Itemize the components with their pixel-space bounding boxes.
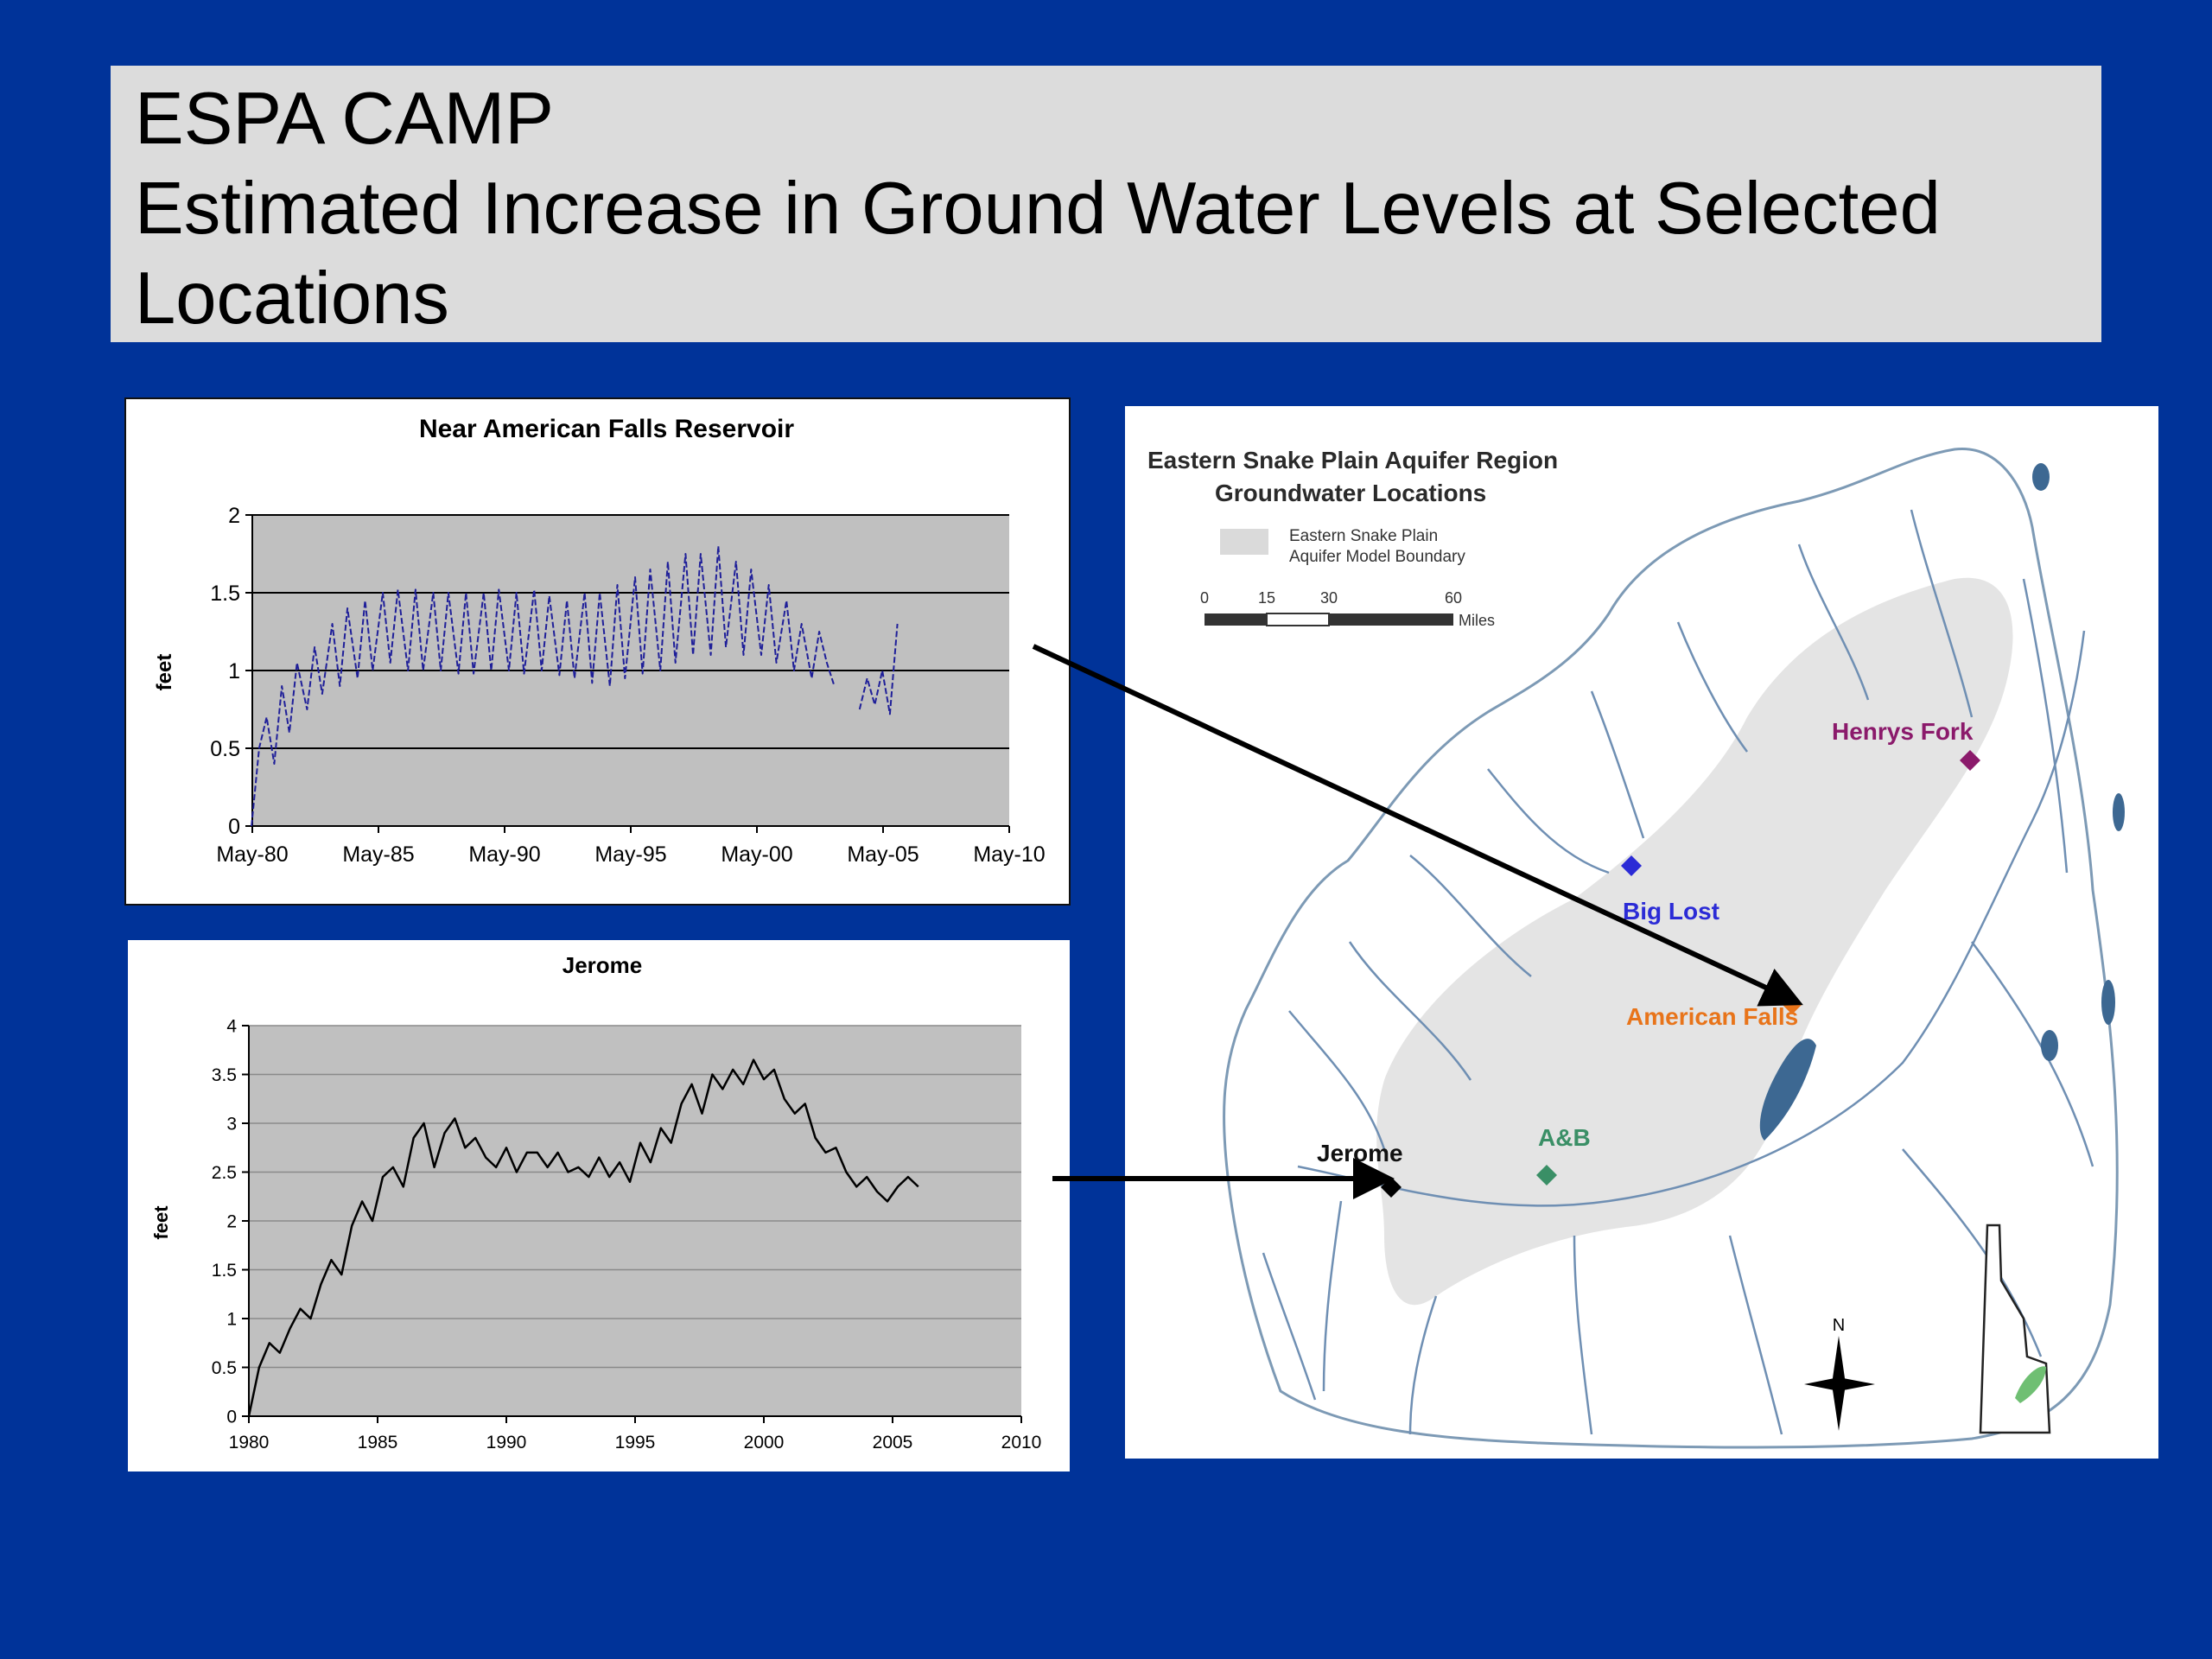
y-tick-label: 1 [226, 1309, 237, 1329]
y-tick-label: 2 [228, 504, 240, 528]
x-tick-label: 1995 [615, 1433, 656, 1452]
location-henrys-fork: Henrys Fork [1832, 718, 1980, 771]
rivers [1262, 509, 2094, 1435]
series-line [247, 1058, 919, 1417]
x-tick-label: May-80 [216, 842, 288, 867]
location-big-lost: Big Lost [1621, 855, 1719, 925]
jerome-chart: Jerome feet 0 0.5 1 1.5 2 2.5 3 3.5 4 1980 1985 199… [150, 952, 1042, 1452]
scale-tick-60: 60 [1445, 589, 1462, 607]
north-arrow-icon: N [1804, 1316, 1875, 1431]
aquifer-map: Eastern Snake Plain Aquifer Region Groun… [1147, 447, 2125, 1449]
x-tick-label: 1990 [486, 1433, 527, 1452]
american-falls-chart: Near American Falls Reservoir feet 0 0.5 1… [153, 415, 1046, 867]
lake [2113, 793, 2125, 831]
x-tick-label: May-95 [594, 842, 666, 867]
y-tick-label: 1 [228, 659, 240, 683]
a-and-b-label: A&B [1538, 1124, 1591, 1151]
lake [2101, 980, 2115, 1025]
american-falls-connector-arrow [1032, 644, 1803, 1007]
chart-title: Near American Falls Reservoir [419, 415, 794, 443]
y-tick-label: 3.5 [212, 1065, 237, 1085]
a-and-b-marker [1536, 1165, 1557, 1185]
x-tick-label: 1980 [229, 1433, 270, 1452]
big-lost-marker [1621, 855, 1642, 876]
american-falls-chart-panel: Near American Falls Reservoir feet 0 0.5 1… [124, 397, 1071, 906]
map-title-line-2: Groundwater Locations [1215, 480, 1486, 506]
legend-label-line-2: Aquifer Model Boundary [1289, 548, 1465, 566]
y-tick-label: 4 [226, 1016, 237, 1036]
slide-title-line-1: ESPA CAMP [135, 78, 554, 160]
american-falls-reservoir [1759, 1039, 1816, 1141]
jerome-chart-panel: Jerome feet 0 0.5 1 1.5 2 2.5 3 3.5 4 1980 1985 199… [128, 940, 1070, 1471]
y-tick-label: 0 [228, 815, 240, 839]
scale-unit: Miles [1459, 612, 1495, 629]
y-axis-label: feet [153, 654, 176, 691]
y-tick-label: 0 [226, 1407, 237, 1427]
y-tick-label: 3 [226, 1114, 237, 1134]
idaho-inset-icon [1979, 1224, 2051, 1434]
x-tick-label: May-00 [721, 842, 792, 867]
scale-tick-0: 0 [1200, 589, 1209, 607]
y-tick-label: 1.5 [212, 1261, 237, 1281]
north-label: N [1833, 1316, 1845, 1335]
y-tick-label: 0.5 [210, 737, 240, 761]
y-axis-label: feet [150, 1205, 172, 1240]
x-tick-label: 1985 [358, 1433, 398, 1452]
big-lost-label: Big Lost [1623, 898, 1719, 925]
scale-tick-15: 15 [1258, 589, 1275, 607]
legend-label-line-1: Eastern Snake Plain [1289, 527, 1438, 545]
x-tick-label: May-90 [468, 842, 540, 867]
y-tick-label: 2 [226, 1211, 237, 1231]
x-tick-label: May-10 [973, 842, 1045, 867]
henrys-fork-label: Henrys Fork [1832, 718, 1974, 745]
slide-title-box: ESPA CAMP Estimated Increase in Ground W… [111, 66, 2101, 342]
lake [2032, 463, 2050, 491]
x-tick-label: May-05 [847, 842, 918, 867]
slide-title-line-2: Estimated Increase in Ground Water Level… [135, 168, 1941, 250]
location-a-and-b: A&B [1536, 1124, 1591, 1185]
y-tick-label: 2.5 [212, 1163, 237, 1183]
x-tick-label: 2005 [873, 1433, 913, 1452]
y-tick-label: 1.5 [210, 582, 240, 606]
chart-title: Jerome [563, 952, 643, 978]
lake [2041, 1030, 2058, 1061]
x-tick-label: 2010 [1001, 1433, 1042, 1452]
map-title-line-1: Eastern Snake Plain Aquifer Region [1147, 447, 1558, 474]
legend-swatch [1220, 529, 1268, 555]
henrys-fork-marker [1960, 750, 1980, 771]
american-falls-label: American Falls [1626, 1003, 1798, 1030]
x-tick-label: May-85 [342, 842, 414, 867]
slide-title-line-3: Locations [135, 257, 449, 340]
series-line [251, 545, 899, 827]
x-tick-label: 2000 [744, 1433, 785, 1452]
y-tick-label: 0.5 [212, 1358, 237, 1378]
scale-bar: 0 15 30 60 Miles [1200, 589, 1495, 629]
scale-tick-30: 30 [1320, 589, 1338, 607]
aquifer-boundary-area [1376, 577, 2013, 1306]
